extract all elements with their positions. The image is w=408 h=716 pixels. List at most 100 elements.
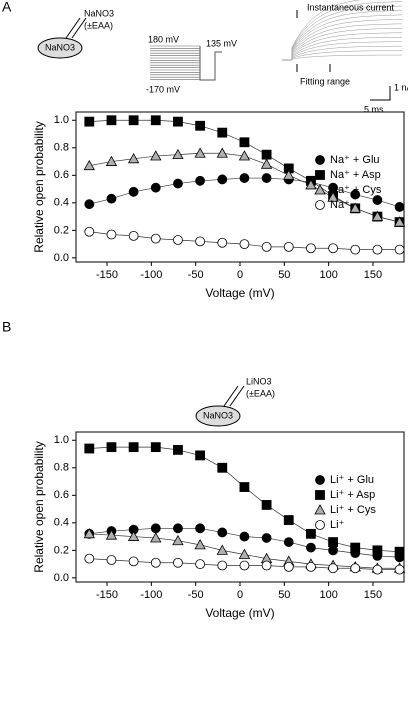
point bbox=[350, 244, 361, 255]
point bbox=[328, 537, 338, 547]
current-trace bbox=[282, 14, 403, 61]
point bbox=[83, 528, 95, 539]
x-tick-label: 150 bbox=[364, 269, 382, 281]
y-tick-label: 0.0 bbox=[54, 252, 69, 264]
point bbox=[350, 542, 361, 553]
panel-label: B bbox=[2, 319, 11, 335]
voltage-label: 180 mV bbox=[148, 34, 179, 44]
current-trace bbox=[282, 19, 403, 61]
point bbox=[239, 137, 250, 148]
point bbox=[327, 191, 339, 202]
legend-label: Na⁺ + Cys bbox=[330, 184, 382, 196]
legend-marker bbox=[315, 200, 325, 210]
x-tick-label: -50 bbox=[188, 589, 204, 601]
y-tick-label: 0.4 bbox=[54, 197, 69, 209]
current-trace bbox=[282, 36, 403, 61]
point bbox=[394, 546, 405, 557]
current-trace bbox=[282, 23, 402, 61]
x-tick-label: 150 bbox=[364, 589, 382, 601]
point bbox=[195, 175, 206, 186]
point bbox=[106, 442, 117, 453]
current-trace bbox=[282, 45, 403, 61]
point bbox=[217, 174, 228, 185]
point bbox=[172, 534, 184, 546]
point bbox=[106, 229, 117, 240]
point bbox=[371, 210, 384, 221]
point bbox=[173, 444, 183, 455]
point bbox=[328, 563, 338, 574]
point bbox=[261, 241, 272, 252]
point bbox=[261, 533, 272, 543]
point bbox=[106, 555, 117, 565]
point bbox=[261, 149, 272, 160]
point bbox=[195, 559, 206, 570]
point bbox=[283, 169, 295, 180]
point bbox=[372, 244, 383, 255]
point bbox=[238, 548, 251, 559]
x-tick-label: 0 bbox=[237, 589, 243, 601]
point bbox=[216, 544, 228, 555]
point bbox=[350, 189, 361, 200]
x-tick-label: -100 bbox=[140, 269, 162, 281]
point bbox=[105, 529, 118, 540]
point bbox=[150, 233, 161, 244]
point bbox=[349, 202, 361, 213]
point bbox=[217, 560, 228, 571]
y-axis-title: Relative open probability bbox=[32, 441, 46, 572]
legend-label: Li⁺ bbox=[330, 519, 345, 531]
point bbox=[350, 563, 361, 574]
y-tick-label: 1.0 bbox=[54, 434, 69, 446]
legend-marker bbox=[315, 475, 325, 485]
point bbox=[239, 239, 250, 250]
point bbox=[127, 530, 140, 541]
panel-label: A bbox=[2, 0, 12, 15]
current-trace bbox=[282, 5, 403, 61]
point bbox=[173, 116, 183, 127]
point bbox=[84, 199, 95, 210]
point bbox=[128, 442, 139, 453]
current-trace bbox=[282, 0, 361, 61]
tail-pulse bbox=[199, 46, 222, 81]
legend-marker bbox=[314, 504, 326, 515]
current-trace bbox=[282, 41, 402, 61]
point bbox=[283, 561, 294, 572]
solution-label: LiNO3 bbox=[246, 376, 272, 386]
point bbox=[84, 116, 95, 127]
x-tick-label: -150 bbox=[96, 589, 118, 601]
point bbox=[306, 528, 316, 539]
point bbox=[305, 179, 317, 190]
point bbox=[106, 115, 117, 126]
pipette bbox=[71, 17, 87, 39]
bath-ellipse bbox=[195, 405, 241, 427]
x-tick-label: 50 bbox=[278, 589, 290, 601]
point bbox=[328, 545, 338, 556]
point bbox=[105, 155, 118, 166]
point bbox=[328, 243, 338, 254]
current-trace bbox=[282, 10, 403, 61]
point bbox=[173, 557, 183, 568]
point bbox=[260, 158, 273, 169]
point bbox=[128, 230, 139, 241]
point bbox=[173, 235, 183, 245]
point bbox=[150, 442, 161, 453]
annotation: Fitting range bbox=[300, 76, 350, 86]
legend-label: Li⁺ + Cys bbox=[330, 504, 376, 516]
point bbox=[83, 159, 95, 171]
annotation: Instantaneous current bbox=[307, 2, 395, 12]
point bbox=[172, 148, 184, 160]
point bbox=[394, 564, 405, 575]
x-tick-label: 100 bbox=[319, 589, 337, 601]
y-tick-label: 0.6 bbox=[54, 489, 69, 501]
point bbox=[84, 443, 95, 454]
point bbox=[261, 173, 272, 183]
voltage-label: -170 mV bbox=[146, 84, 180, 94]
legend-label: Na⁺ + Asp bbox=[330, 169, 381, 181]
point bbox=[217, 237, 228, 248]
point bbox=[128, 115, 139, 126]
y-tick-label: 0.0 bbox=[54, 572, 69, 584]
point bbox=[150, 523, 161, 534]
y-tick-label: 0.8 bbox=[54, 462, 69, 474]
point bbox=[283, 537, 294, 547]
current-trace bbox=[282, 54, 403, 61]
